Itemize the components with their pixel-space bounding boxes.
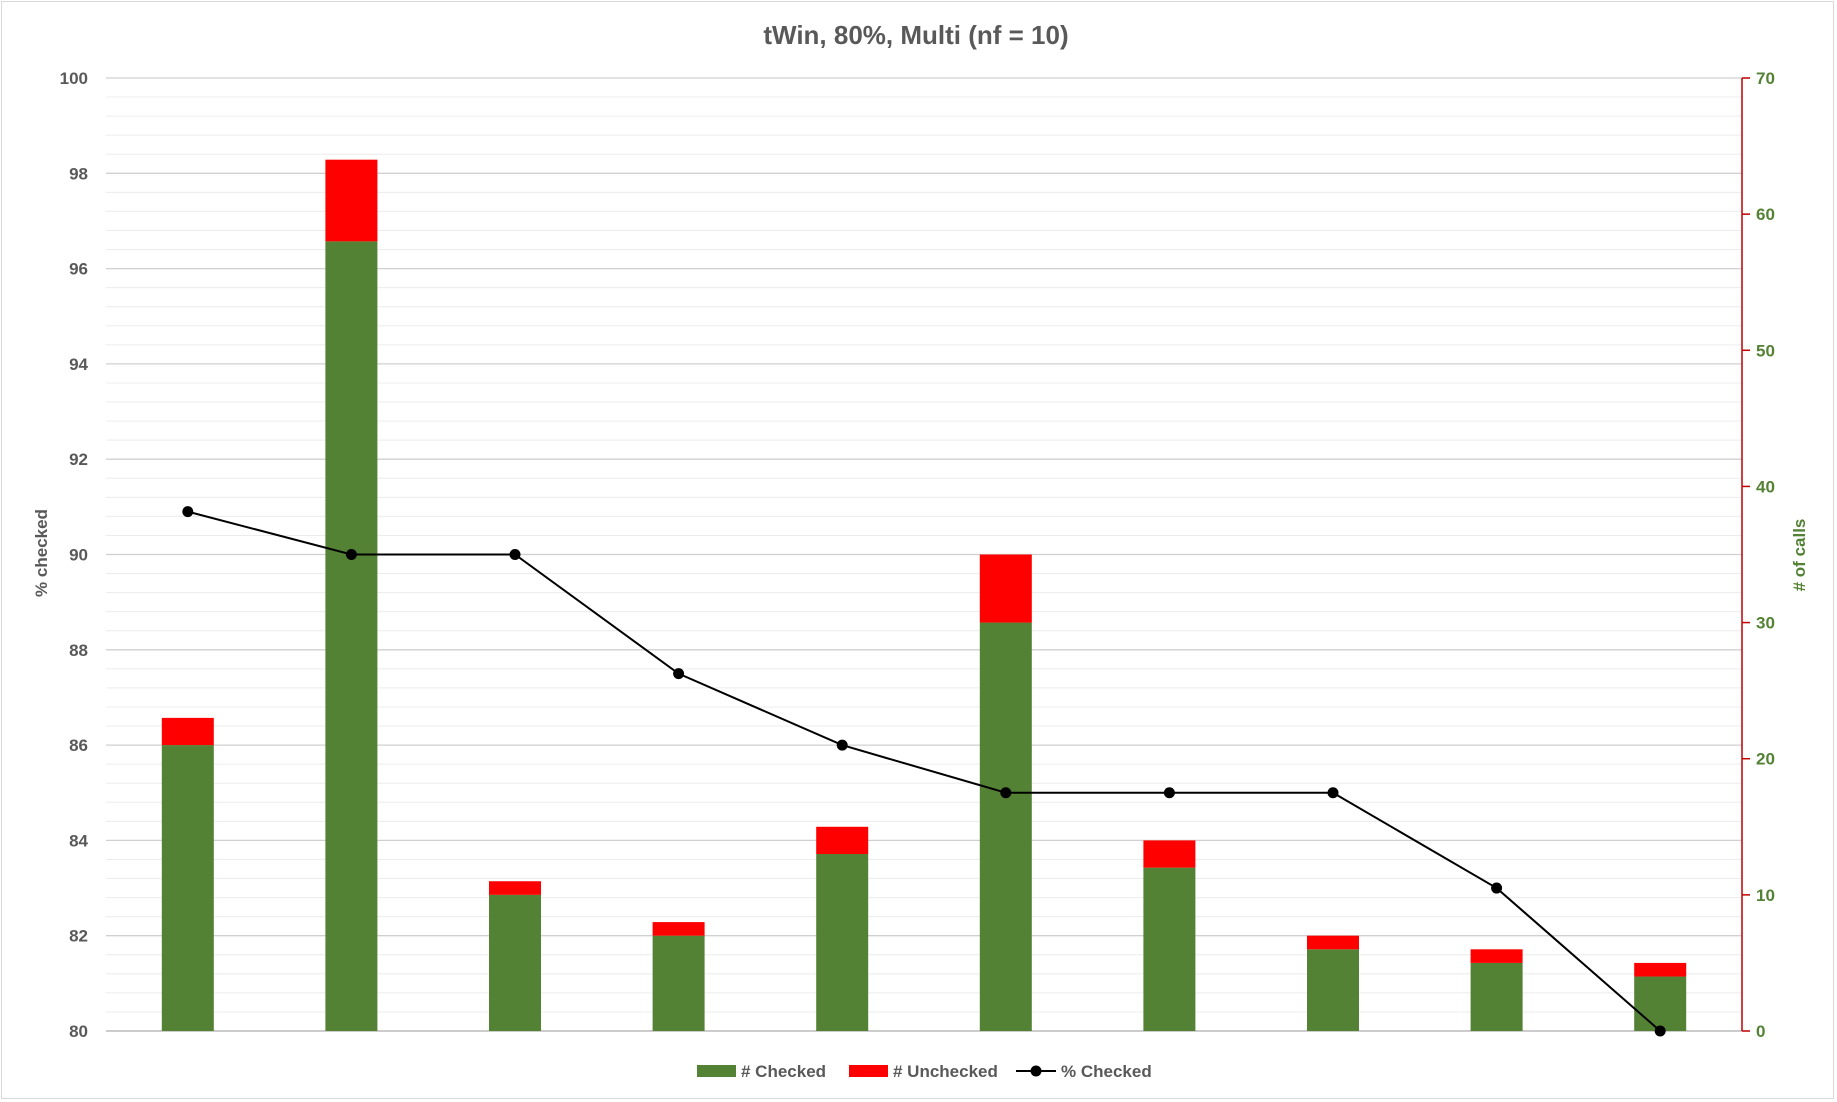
percent-checked-point: [1654, 1025, 1666, 1037]
left-tick-label: 88: [69, 641, 88, 660]
bar-checked: [652, 935, 705, 1031]
percent-checked-point: [836, 739, 848, 751]
right-tick-label: 20: [1756, 750, 1775, 769]
bar-unchecked: [1470, 949, 1523, 963]
percent-checked-point: [182, 506, 194, 518]
line-series: [182, 506, 1666, 1037]
right-tick-label: 40: [1756, 477, 1775, 496]
bar-checked: [1634, 976, 1687, 1031]
left-tick-label: 90: [69, 546, 88, 565]
right-tick-label: 70: [1756, 69, 1775, 88]
left-tick-label: 86: [69, 736, 88, 755]
left-tick-label: 100: [60, 69, 88, 88]
left-tick-label: 94: [69, 355, 88, 374]
right-tick-label: 0: [1756, 1022, 1765, 1041]
percent-checked-point: [1327, 787, 1339, 799]
percent-checked-point: [509, 549, 521, 560]
bar-series: [161, 159, 1687, 1031]
percent-checked-point: [345, 549, 357, 560]
bar-unchecked: [489, 881, 541, 895]
bar-checked: [1143, 867, 1196, 1031]
legend-swatch-marker: [1030, 1065, 1042, 1077]
percent-checked-line: [187, 510, 1661, 1032]
bar-unchecked: [1307, 935, 1359, 950]
left-tick-label: 80: [69, 1022, 88, 1041]
legend-label: % Checked: [1061, 1062, 1152, 1081]
legend-swatch: [697, 1065, 736, 1077]
legend: # Checked # Unchecked % Checked: [697, 1062, 1152, 1081]
chart-title: tWin, 80%, Multi (nf = 10): [763, 20, 1068, 50]
bar-unchecked: [1143, 840, 1196, 868]
left-tick-label: 82: [69, 927, 88, 946]
percent-checked-point: [1163, 787, 1175, 799]
left-axis-label: % checked: [32, 509, 51, 597]
percent-checked-point: [673, 668, 685, 680]
legend-item-unchecked: # Unchecked: [849, 1062, 998, 1081]
legend-item-percent-checked: % Checked: [1016, 1062, 1152, 1081]
bar-unchecked: [325, 159, 378, 242]
bar-checked: [1307, 949, 1359, 1031]
bar-unchecked: [161, 717, 214, 746]
left-axis-ticks: 80 82 84 86 88 90 92 94 96 98 100: [60, 69, 89, 1041]
bar-unchecked: [816, 826, 869, 855]
percent-checked-point: [1000, 787, 1012, 799]
bar-checked: [1470, 962, 1523, 1031]
gridlines: [106, 77, 1742, 1032]
legend-label: # Unchecked: [893, 1062, 998, 1081]
bar-unchecked: [979, 554, 1032, 623]
right-tick-label: 10: [1756, 886, 1775, 905]
bar-checked: [979, 622, 1032, 1031]
percent-checked-point: [1491, 882, 1503, 894]
right-axis: 0 10 20 30 40 50 60 70: [1741, 69, 1775, 1041]
left-tick-label: 98: [69, 164, 88, 183]
right-axis-label: # of calls: [1790, 519, 1809, 592]
bar-checked: [489, 894, 541, 1031]
right-tick-label: 50: [1756, 341, 1775, 360]
legend-label: # Checked: [741, 1062, 826, 1081]
legend-swatch: [849, 1065, 888, 1077]
left-tick-label: 92: [69, 450, 88, 469]
bar-unchecked: [652, 922, 705, 936]
left-tick-label: 84: [69, 831, 88, 850]
bar-unchecked: [1634, 962, 1687, 977]
bar-checked: [816, 854, 869, 1031]
bar-checked: [161, 745, 214, 1031]
bar-checked: [325, 241, 378, 1031]
legend-item-checked: # Checked: [697, 1062, 826, 1081]
left-tick-label: 96: [69, 260, 88, 279]
right-tick-label: 60: [1756, 205, 1775, 224]
right-tick-label: 30: [1756, 614, 1775, 633]
